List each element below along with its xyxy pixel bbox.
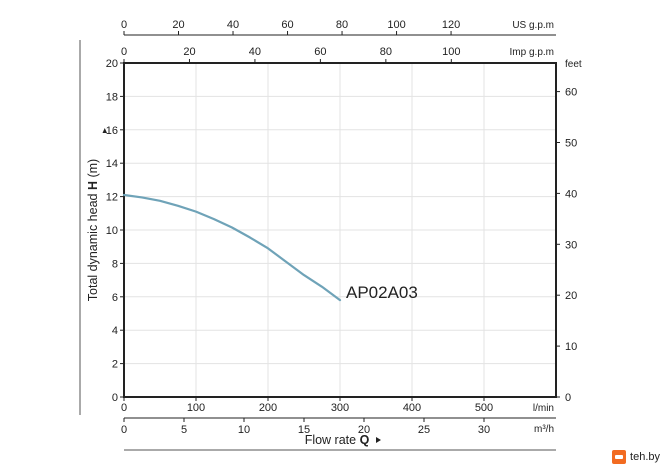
right-axis-tick-label: 10 — [565, 341, 577, 353]
top-imp-unit: Imp g.p.m — [510, 47, 554, 58]
top-imp-tick-label: 0 — [121, 46, 127, 58]
bottom-m3h-unit: m³/h — [534, 424, 554, 435]
top-imp-tick-label: 60 — [314, 46, 326, 58]
left-axis-tick-label: 12 — [106, 192, 118, 204]
right-axis-unit: feet — [565, 59, 582, 70]
right-axis-feet: 0 10 20 30 40 50 60 feet — [556, 59, 582, 404]
bottom-m3h-tick-label: 20 — [358, 424, 370, 436]
left-axis-head-m: 0 2 4 6 8 10 12 14 16 18 20 — [106, 58, 124, 404]
right-axis-tick-label: 0 — [565, 392, 571, 404]
left-axis-tick-label: 4 — [112, 325, 118, 337]
grid — [124, 63, 556, 397]
top-us-tick-label: 100 — [387, 19, 405, 31]
top-imp-tick-label: 100 — [442, 46, 460, 58]
right-axis-tick-label: 30 — [565, 239, 577, 251]
series-label: AP02A03 — [346, 283, 418, 302]
watermark-logo-icon — [612, 450, 627, 464]
bottom-lmin-tick-label: 100 — [187, 402, 205, 414]
bottom-lmin-tick-label: 300 — [331, 402, 349, 414]
bottom-lmin-tick-label: 400 — [403, 402, 421, 414]
right-axis-tick-label: 60 — [565, 87, 577, 99]
left-axis-tick-label: 0 — [112, 392, 118, 404]
top-us-tick-label: 0 — [121, 19, 127, 31]
top-us-tick-label: 120 — [442, 19, 460, 31]
bottom-m3h-tick-label: 0 — [121, 424, 127, 436]
bottom-lmin-tick-label: 200 — [259, 402, 277, 414]
bottom-m3h-tick-label: 25 — [418, 424, 430, 436]
left-axis-tick-label: 8 — [112, 258, 118, 270]
x-axis-title: Flow rate Q — [305, 433, 370, 447]
bottom-m3h-tick-label: 15 — [298, 424, 310, 436]
left-axis-tick-label: 20 — [106, 58, 118, 70]
bottom-axis-lmin: 0 100 200 300 400 500 l/min — [121, 397, 554, 414]
top-us-tick-label: 20 — [172, 19, 184, 31]
top-us-unit: US g.p.m — [512, 20, 554, 31]
bottom-lmin-unit: l/min — [533, 403, 554, 414]
right-axis-tick-label: 50 — [565, 137, 577, 149]
left-axis-tick-label: 6 — [112, 292, 118, 304]
bottom-m3h-tick-label: 30 — [478, 424, 490, 436]
top-imp-tick-label: 80 — [380, 46, 392, 58]
right-axis-tick-label: 40 — [565, 188, 577, 200]
left-axis-tick-label: 18 — [106, 91, 118, 103]
top-us-tick-label: 60 — [281, 19, 293, 31]
left-axis-tick-label: 14 — [106, 158, 118, 170]
left-axis-tick-label: 16 — [106, 125, 118, 137]
left-axis-tick-label: 10 — [106, 225, 118, 237]
top-imp-tick-label: 40 — [249, 46, 261, 58]
bottom-m3h-tick-label: 5 — [181, 424, 187, 436]
top-us-tick-label: 40 — [227, 19, 239, 31]
bottom-axis-m3h: 0 5 10 15 20 25 30 m³/h — [121, 417, 556, 436]
series-line-ap02a03 — [122, 193, 342, 302]
left-axis-tick-label: 2 — [112, 359, 118, 371]
watermark: teh.by — [612, 447, 664, 467]
bottom-lmin-tick-label: 0 — [121, 402, 127, 414]
bottom-m3h-tick-label: 10 — [238, 424, 250, 436]
watermark-text: teh.by — [630, 451, 660, 463]
bottom-lmin-tick-label: 500 — [475, 402, 493, 414]
y-axis-title: Total dynamic head H (m) — [86, 159, 100, 301]
y-axis-title-arrow-icon — [102, 128, 107, 133]
x-axis-title-arrow-icon — [376, 437, 381, 443]
top-us-tick-label: 80 — [336, 19, 348, 31]
top-imp-tick-label: 20 — [183, 46, 195, 58]
right-axis-tick-label: 20 — [565, 290, 577, 302]
top-axis-imp-gpm: 0 20 40 60 80 100 Imp g.p.m — [121, 46, 554, 63]
series-group: AP02A03 — [122, 193, 418, 302]
top-axis-us-gpm: 0 20 40 60 80 100 120 US g.p.m — [121, 19, 556, 36]
